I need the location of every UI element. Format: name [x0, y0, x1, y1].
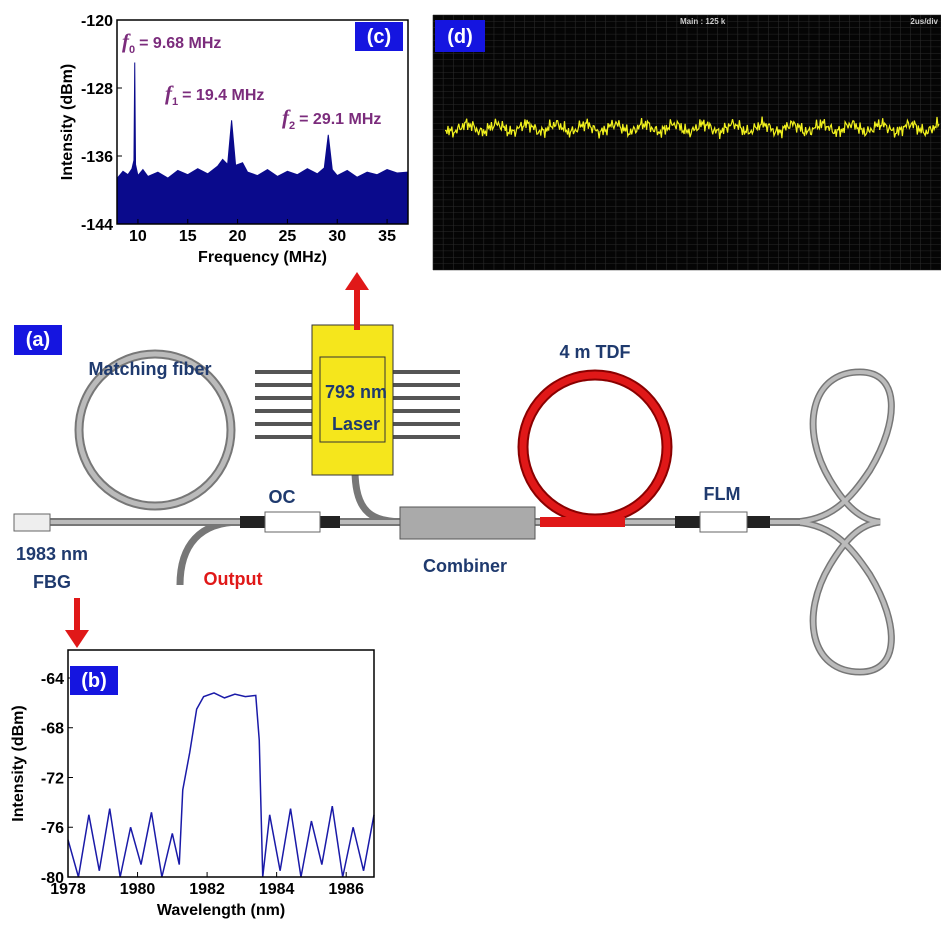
annotation-text: = 19.4 MHz — [182, 87, 264, 104]
annotation: f2 = 29.1 MHz — [282, 105, 381, 132]
x-tick-label: 1986 — [328, 881, 364, 898]
y-tick-label: -120 — [81, 13, 113, 30]
panel-label-box — [435, 20, 485, 52]
label: Combiner — [423, 556, 507, 576]
panel-label-box — [355, 22, 403, 51]
panel-label-box — [14, 325, 62, 355]
scope-header: 2us/div — [910, 17, 938, 26]
y-tick-label: -76 — [41, 820, 64, 837]
panel-label: (b) — [81, 670, 107, 692]
setup-diagram: (a) Matching fiber 793 nm Laser 4 m TDF … — [13, 272, 895, 676]
spectrum-line — [67, 692, 375, 878]
tdf-section — [540, 517, 625, 527]
x-tick-label: 15 — [179, 228, 197, 245]
matching-fiber-coil — [76, 351, 234, 509]
label: Laser — [332, 414, 380, 434]
annotation-text: = 9.68 MHz — [139, 35, 221, 52]
annotation: f0 = 9.68 MHz — [122, 29, 221, 56]
flm-sleeve — [699, 511, 748, 533]
label: Matching fiber — [88, 359, 211, 379]
y-tick-label: -64 — [41, 671, 64, 688]
plot-frame — [67, 649, 375, 878]
scope-trace — [445, 116, 940, 140]
panel-label: (d) — [447, 26, 473, 48]
annotation-subscript: 0 — [129, 44, 135, 56]
arrow-head — [65, 630, 89, 648]
plot-frame — [116, 19, 409, 225]
scope-header: Main : 125 k — [680, 17, 726, 26]
x-tick-label: 10 — [129, 228, 147, 245]
x-tick-label: 1978 — [50, 881, 86, 898]
x-tick-label: 30 — [328, 228, 346, 245]
annotation: f1 = 19.4 MHz — [165, 81, 264, 108]
label: FLM — [704, 484, 741, 504]
y-axis-title: Intensity (dBm) — [59, 64, 76, 180]
y-tick-label: -128 — [81, 81, 113, 98]
label: FBG — [33, 572, 71, 592]
annotation-text: = 29.1 MHz — [299, 111, 381, 128]
flm-loops — [789, 369, 894, 675]
x-tick-label: 1984 — [259, 881, 295, 898]
spectrum-area — [117, 62, 408, 225]
label: 4 m TDF — [559, 342, 630, 362]
fbg — [13, 513, 51, 532]
panel-label: (a) — [26, 329, 50, 351]
y-tick-label: -68 — [41, 721, 64, 738]
panel-label-box — [70, 666, 118, 695]
label: Output — [204, 569, 263, 589]
arrow-head — [345, 272, 369, 290]
laser-face — [319, 356, 386, 443]
label: OC — [269, 487, 296, 507]
tdf-coil — [519, 371, 671, 523]
label: 793 nm — [325, 382, 387, 402]
label: 1983 nm — [16, 544, 88, 564]
oc-sleeve — [264, 511, 321, 533]
annotation-symbol: f — [165, 81, 174, 105]
x-tick-label: 1980 — [120, 881, 156, 898]
x-axis-title: Wavelength (nm) — [157, 902, 285, 919]
y-tick-label: -80 — [41, 870, 64, 887]
y-tick-label: -136 — [81, 149, 113, 166]
annotation-subscript: 2 — [289, 120, 295, 132]
annotation-symbol: f — [122, 29, 131, 53]
combiner-box — [399, 506, 536, 540]
x-tick-label: 35 — [378, 228, 396, 245]
panel-label: (c) — [367, 26, 391, 48]
y-tick-label: -144 — [81, 217, 113, 234]
x-axis-title: Frequency (MHz) — [198, 249, 327, 266]
annotation-subscript: 1 — [172, 96, 178, 108]
x-tick-label: 1982 — [189, 881, 225, 898]
x-tick-label: 20 — [229, 228, 247, 245]
x-tick-label: 25 — [279, 228, 297, 245]
y-axis-title: Intensity (dBm) — [10, 705, 27, 821]
pump-fiber — [351, 469, 401, 526]
annotation-symbol: f — [282, 105, 291, 129]
y-tick-label: -72 — [41, 770, 64, 787]
